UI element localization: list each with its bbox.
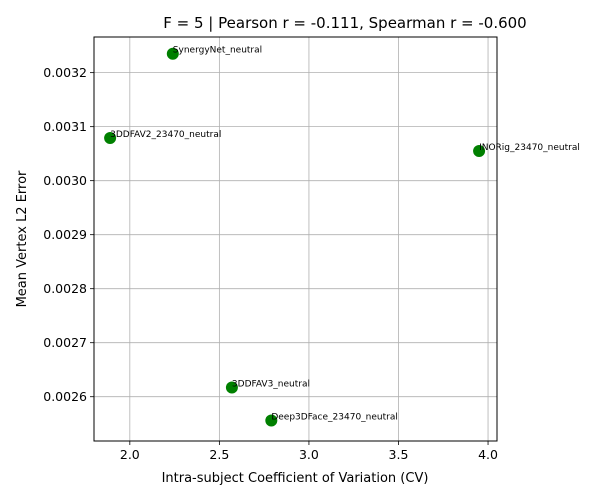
y-axis-title: Mean Vertex L2 Error xyxy=(15,170,30,307)
y-tick-label: 0.0028 xyxy=(43,281,87,296)
data-point xyxy=(473,144,486,157)
x-tick-label: 2.5 xyxy=(209,447,229,462)
point-label: Deep3DFace_23470_neutral xyxy=(271,412,398,422)
y-tick-label: 0.0032 xyxy=(43,65,87,80)
x-tick-label: 3.0 xyxy=(299,447,319,462)
point-labels: SynergyNet_neutral 3DDFAV2_23470_neutral I… xyxy=(110,46,580,423)
plot-frame xyxy=(93,36,498,442)
x-axis-title: Intra-subject Coefficient of Variation (… xyxy=(162,471,429,486)
point-label: 3DDFAV3_neutral xyxy=(232,380,310,390)
data-point xyxy=(265,414,278,427)
x-tick-label: 3.5 xyxy=(389,447,409,462)
point-label: SynergyNet_neutral xyxy=(173,46,262,56)
axis-ticks: 2.0 2.5 3.0 3.5 4.0 0.0026 0.0027 0.0028 0.0029 0… xyxy=(43,65,498,462)
grid-lines xyxy=(94,37,497,441)
data-points xyxy=(104,47,486,427)
data-point xyxy=(104,132,117,144)
point-label: INORig_23470_neutral xyxy=(479,143,580,153)
x-tick-label: 4.0 xyxy=(478,447,498,462)
y-tick-label: 0.0030 xyxy=(43,173,87,188)
y-tick-label: 0.0026 xyxy=(43,389,87,404)
data-point xyxy=(166,47,179,60)
chart-title: F = 5 | Pearson r = -0.111, Spearman r =… xyxy=(163,14,526,32)
y-tick-label: 0.0027 xyxy=(43,335,87,350)
y-tick-label: 0.0031 xyxy=(43,119,87,134)
data-point xyxy=(225,381,238,394)
x-tick-label: 2.0 xyxy=(120,447,140,462)
y-tick-label: 0.0029 xyxy=(43,227,87,242)
point-label: 3DDFAV2_23470_neutral xyxy=(110,130,221,140)
